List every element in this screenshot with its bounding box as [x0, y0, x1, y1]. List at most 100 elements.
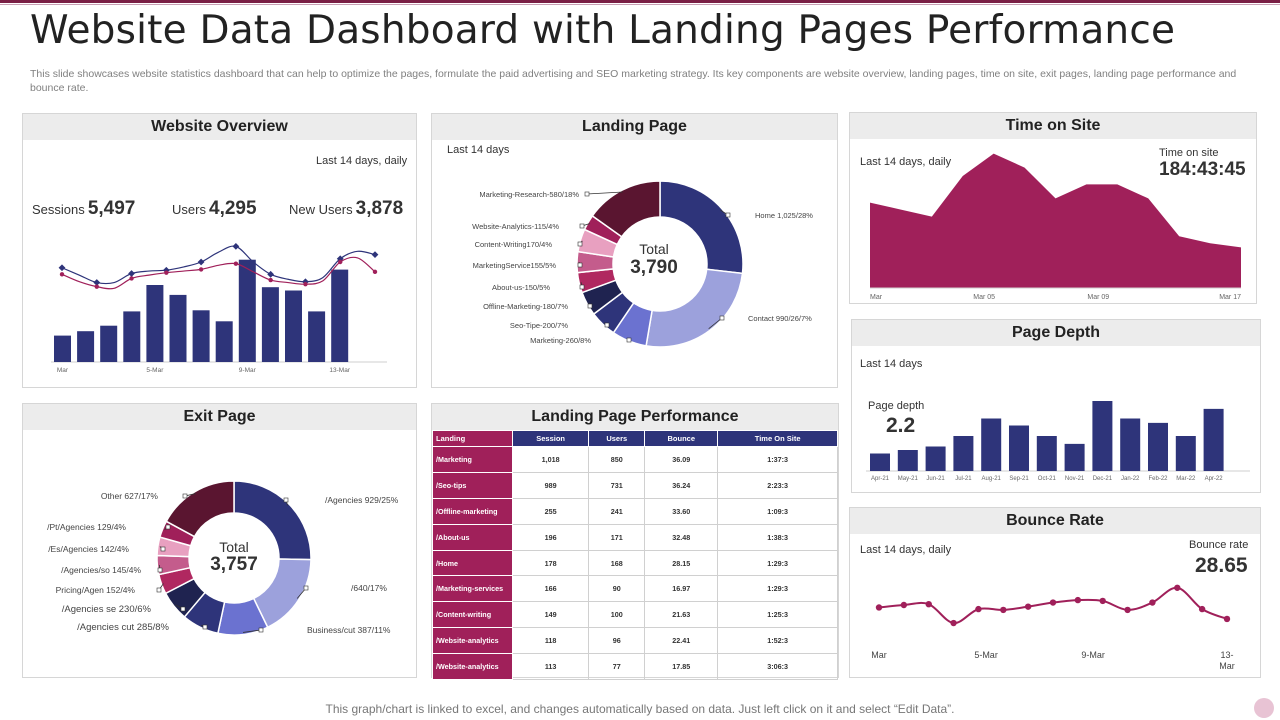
new-users-value: 3,878	[355, 198, 404, 219]
x-tick-label: Mar 05	[973, 294, 995, 301]
x-tick-label: Jan-22	[1121, 476, 1140, 482]
x-tick-label: Aug-21	[982, 476, 1002, 482]
table-cell: /Seo-tips	[432, 471, 513, 499]
top-accent-bar	[0, 0, 1280, 3]
point-bounce-rate	[950, 619, 957, 627]
table-cell: 1:09:3	[717, 497, 838, 525]
slice-label: Seo-Tipe-200/7%	[510, 321, 568, 330]
slice-label: Business/cut 387/11%	[307, 625, 391, 635]
table-row: /Offline-marketing 255 241 33.60 1:09:3	[432, 497, 838, 525]
table-cell: 166	[511, 575, 590, 603]
table-cell: 113	[511, 653, 590, 681]
table-cell: /Marketing-services	[432, 575, 513, 603]
leader-marker	[719, 315, 725, 321]
leader-marker	[579, 284, 585, 290]
slice-label: /Pt/Agencies 129/4%	[47, 522, 126, 532]
leader-marker	[165, 524, 171, 530]
table-cell: 1,018	[511, 446, 590, 473]
point-new-users	[94, 284, 99, 289]
leader-marker	[202, 624, 208, 630]
sessions-value: 5,497	[87, 198, 136, 219]
bounce-rate-panel: Bounce Rate Mar 5-Mar 9-Mar 13- Mar Last 14 …	[849, 507, 1261, 678]
column-header[interactable]: Landing	[432, 430, 513, 447]
bar-page-depth	[1064, 443, 1085, 471]
donut-slice	[165, 480, 235, 538]
x-tick-label: Mar	[871, 650, 887, 660]
table-cell: 96	[588, 627, 646, 655]
table-row: /Seo-tips 989 731 36.24 2:23:3	[432, 471, 838, 499]
slice-label: /640/17%	[351, 583, 387, 593]
point-bounce-rate	[1223, 615, 1231, 623]
slice-label: Other 627/17%	[101, 491, 159, 501]
leader-marker	[303, 585, 309, 591]
table-cell: 1:52:3	[717, 627, 838, 655]
x-tick-label: Mar 09	[1087, 294, 1109, 301]
donut-total-label: Total	[219, 539, 249, 555]
table-cell: 255	[511, 497, 590, 525]
point-bounce-rate	[1099, 597, 1106, 605]
point-bounce-rate	[1000, 606, 1007, 614]
point-new-users	[129, 276, 134, 281]
sessions-metric: Sessions 5,497	[32, 198, 135, 220]
x-tick-label: Feb-22	[1148, 476, 1168, 482]
table-cell: 1:37:3	[717, 446, 838, 473]
point-bounce-rate	[925, 600, 932, 608]
column-header[interactable]: Bounce	[644, 430, 719, 447]
table-cell: 32.48	[644, 523, 719, 551]
landing-page-donut-chart: Home 1,025/28% Contact 990/26/7% Marketing…	[472, 180, 813, 348]
column-header[interactable]: Users	[588, 430, 646, 447]
time-on-site-value: 184:43:45	[1159, 159, 1246, 180]
overview-chart: Mar 5-Mar 9-Mar 13-Mar	[51, 242, 387, 374]
area-time-on-site	[870, 153, 1241, 288]
column-header[interactable]: Session	[511, 430, 590, 447]
bar-sessions	[285, 290, 302, 362]
bar-sessions	[192, 310, 210, 362]
table-row: /Website-analytics 118 96 22.41 1:52:3	[432, 627, 838, 655]
bar-page-depth	[981, 418, 1002, 471]
bar-sessions	[215, 321, 233, 362]
table-row: /Home 178 168 28.15 1:29:3	[432, 549, 838, 577]
slice-label: /Agencies se 230/6%	[62, 604, 152, 615]
bar-sessions	[308, 311, 326, 362]
donut-total-label: Total	[639, 241, 669, 257]
slice-label: About-us-150/5%	[492, 283, 550, 292]
donut-total-value: 3,757	[210, 554, 258, 575]
table-cell: 16.97	[644, 575, 719, 603]
time-on-site-area-chart: Mar Mar 05 Mar 09 Mar 17	[870, 153, 1241, 301]
slice-label: Contact 990/26/7%	[748, 314, 812, 323]
leader-marker	[577, 262, 583, 268]
performance-table: Landing Session Users Bounce Time On Sit…	[432, 430, 838, 681]
bar-sessions	[77, 331, 95, 362]
page-depth-value: 2.2	[886, 414, 916, 437]
bar-page-depth	[1175, 436, 1196, 471]
donut-slice	[645, 268, 744, 348]
x-tick-label: Oct-21	[1038, 476, 1057, 482]
table-cell: 149	[511, 601, 590, 629]
table-cell: /Offline-marketing	[432, 497, 513, 525]
point-users	[197, 258, 205, 266]
table-cell: 36.24	[644, 471, 719, 499]
panel-header: Landing Page	[432, 114, 837, 140]
x-tick-label: May-21	[898, 476, 919, 482]
table-cell: 168	[588, 549, 646, 577]
period-label: Last 14 days	[447, 144, 510, 156]
point-new-users	[233, 261, 239, 266]
bar-page-depth	[1009, 425, 1029, 471]
period-label: Last 14 days	[860, 358, 923, 370]
x-tick-label: Jul-21	[955, 476, 972, 482]
bounce-rate-label: Bounce rate	[1189, 539, 1249, 551]
column-header[interactable]: Time On Site	[717, 430, 838, 447]
slice-label: Offline-Marketing-180/7%	[483, 302, 568, 311]
point-bounce-rate	[1074, 596, 1082, 604]
point-new-users	[268, 277, 273, 283]
leader-line	[586, 191, 623, 195]
x-tick-label: 13-	[1220, 650, 1233, 660]
table-cell: 77	[588, 653, 646, 681]
table-cell: 36.09	[644, 446, 719, 473]
point-new-users	[372, 269, 378, 275]
x-tick-label: Apr-22	[1205, 476, 1224, 482]
table-cell: 1:29:3	[717, 549, 838, 577]
table-cell: 21.63	[644, 601, 719, 629]
exit-page-panel: Exit Page /Agencies 929/25% /640/17% Busin…	[22, 403, 417, 678]
bar-sessions	[238, 259, 256, 362]
